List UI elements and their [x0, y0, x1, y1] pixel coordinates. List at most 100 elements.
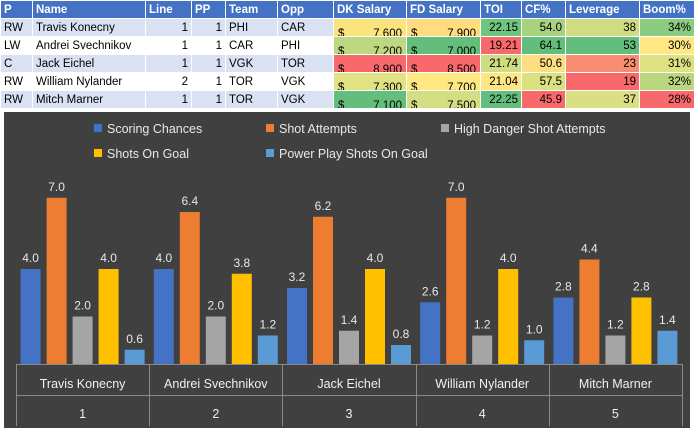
bar — [524, 340, 545, 364]
currency-symbol: $ — [411, 63, 418, 73]
bar — [205, 316, 226, 364]
table-row[interactable]: RW Mitch Marner 1 1 TOR VGK $7,100 $7,500 22.25 4… — [0, 90, 694, 109]
cell-toi: 22.15 — [480, 18, 522, 37]
data-label: 4.0 — [155, 251, 172, 265]
col-header-dk-salary[interactable]: DK Salary — [333, 0, 407, 19]
legend-label: Shot Attempts — [279, 122, 357, 136]
cell-opponent: PHI — [277, 36, 334, 55]
col-header-line[interactable]: Line — [145, 0, 192, 19]
bar — [231, 273, 252, 364]
data-label: 1.2 — [259, 318, 276, 332]
cell-line: 1 — [145, 54, 192, 73]
cell-leverage: 19 — [565, 72, 640, 91]
cell-team: PHI — [225, 18, 278, 37]
cell-toi: 21.04 — [480, 72, 522, 91]
currency-symbol: $ — [411, 27, 418, 37]
bar — [631, 297, 652, 364]
cell-pp: 1 — [191, 18, 226, 37]
cell-position: RW — [0, 72, 33, 91]
cell-fd-salary: $7,700 — [406, 72, 481, 91]
cell-pp: 1 — [191, 72, 226, 91]
bar — [579, 259, 600, 364]
col-header-opponent[interactable]: Opp — [277, 0, 334, 19]
cell-opponent: VGK — [277, 72, 334, 91]
data-label: 4.0 — [500, 251, 517, 265]
cell-cf: 54.0 — [521, 18, 566, 37]
currency-symbol: $ — [338, 81, 345, 91]
cell-cf: 50.6 — [521, 54, 566, 73]
bar — [391, 345, 411, 364]
bar — [287, 288, 307, 364]
currency-symbol: $ — [411, 99, 418, 109]
category-name-label: Andrei Svechnikov — [164, 377, 268, 391]
data-label: 2.8 — [633, 280, 650, 294]
data-label: 4.0 — [22, 251, 39, 265]
bar — [553, 297, 574, 364]
table-row[interactable]: RW Travis Konecny 1 1 PHI CAR $7,600 $7,900 22.1… — [0, 18, 694, 37]
data-label: 2.8 — [555, 280, 572, 294]
legend-swatch — [266, 149, 274, 157]
cell-boom: 31% — [639, 54, 694, 73]
cell-pp: 1 — [191, 54, 226, 73]
cell-toi: 21.74 — [480, 54, 522, 73]
cell-opponent: CAR — [277, 18, 334, 37]
currency-symbol: $ — [411, 45, 418, 55]
data-label: 1.4 — [341, 313, 358, 327]
cell-toi: 19.21 — [480, 36, 522, 55]
cell-leverage: 38 — [565, 18, 640, 37]
cell-boom: 30% — [639, 36, 694, 55]
salary-amount: 8,900 — [373, 63, 402, 73]
col-header-name[interactable]: Name — [32, 0, 146, 19]
bar — [257, 335, 278, 364]
category-line-label: 2 — [212, 407, 219, 421]
cell-opponent: VGK — [277, 90, 334, 109]
cell-cf: 64.1 — [521, 36, 566, 55]
salary-amount: 7,900 — [447, 27, 476, 37]
col-header-boom[interactable]: Boom% — [639, 0, 694, 19]
cell-toi: 22.25 — [480, 90, 522, 109]
cell-opponent: TOR — [277, 54, 334, 73]
category-name-label: Jack Eichel — [317, 377, 380, 391]
cell-dk-salary: $8,900 — [333, 54, 407, 73]
chart-svg: Scoring Chances Shot Attempts High Danger … — [16, 122, 683, 426]
col-header-position[interactable]: P — [0, 0, 33, 19]
cell-line: 1 — [145, 36, 192, 55]
col-header-cf[interactable]: CF% — [521, 0, 566, 19]
cell-leverage: 37 — [565, 90, 640, 109]
cell-boom: 34% — [639, 18, 694, 37]
cell-position: C — [0, 54, 33, 73]
salary-amount: 7,100 — [373, 99, 402, 109]
col-header-pp[interactable]: PP — [191, 0, 226, 19]
data-label: 2.0 — [207, 299, 224, 313]
cell-leverage: 53 — [565, 36, 640, 55]
data-label: 7.0 — [448, 180, 465, 194]
col-header-leverage[interactable]: Leverage — [565, 0, 640, 19]
col-header-team[interactable]: Team — [225, 0, 278, 19]
legend-label: High Danger Shot Attempts — [454, 122, 605, 136]
cell-fd-salary: $7,900 — [406, 18, 481, 37]
category-line-label: 3 — [346, 407, 353, 421]
data-label: 3.8 — [233, 256, 250, 270]
currency-symbol: $ — [338, 27, 345, 37]
cell-cf: 57.5 — [521, 72, 566, 91]
table-row[interactable]: C Jack Eichel 1 1 VGK TOR $8,900 $8,500 21.74 50.… — [0, 54, 694, 73]
data-label: 7.0 — [48, 180, 65, 194]
col-header-toi[interactable]: TOI — [480, 0, 522, 19]
salary-amount: 7,700 — [447, 81, 476, 91]
bar — [20, 269, 41, 364]
cell-player-name: William Nylander — [32, 72, 146, 91]
data-label: 4.0 — [367, 251, 384, 265]
cell-team: TOR — [225, 90, 278, 109]
cell-dk-salary: $7,200 — [333, 36, 407, 55]
table-row[interactable]: LW Andrei Svechnikov 1 1 CAR PHI $7,200 $7,000 1… — [0, 36, 694, 55]
cell-fd-salary: $7,500 — [406, 90, 481, 109]
data-label: 1.0 — [526, 322, 543, 336]
cell-dk-salary: $7,100 — [333, 90, 407, 109]
player-table-container: P Name Line PP Team Opp DK Salary FD Sal… — [0, 0, 694, 110]
currency-symbol: $ — [338, 45, 345, 55]
data-label: 6.2 — [315, 199, 332, 213]
legend-label: Scoring Chances — [107, 122, 202, 136]
col-header-fd-salary[interactable]: FD Salary — [406, 0, 481, 19]
cell-position: RW — [0, 18, 33, 37]
table-row[interactable]: RW William Nylander 2 1 TOR VGK $7,300 $7,700 21… — [0, 72, 694, 91]
